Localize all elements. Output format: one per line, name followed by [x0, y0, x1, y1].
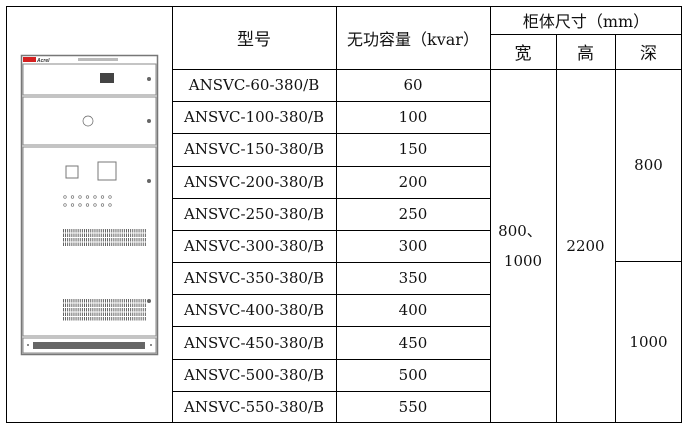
- header-width: 宽: [514, 44, 532, 64]
- capacity-cell: 150: [398, 140, 428, 159]
- model-cell: ANSVC-350-380/B: [183, 269, 325, 288]
- svg-text:Acrel: Acrel: [36, 58, 50, 64]
- header-height: 高: [577, 44, 594, 64]
- model-cell: ANSVC-550-380/B: [183, 397, 325, 416]
- model-cell: ANSVC-60-380/B: [188, 76, 320, 95]
- capacity-cell: 550: [398, 397, 428, 416]
- header-depth: 深: [640, 44, 657, 64]
- model-cell: ANSVC-200-380/B: [183, 172, 325, 191]
- acrel-logo-icon: [23, 57, 36, 62]
- capacity-cell: 350: [398, 269, 428, 288]
- model-cell: ANSVC-100-380/B: [183, 108, 325, 127]
- capacity-cell: 100: [398, 108, 428, 127]
- width-value-line1: 800、: [498, 222, 542, 240]
- model-cell: ANSVC-400-380/B: [183, 301, 325, 320]
- cabinet-front-view-image: Acrel: [20, 54, 159, 356]
- header-capacity: 无功容量（kvar）: [347, 29, 479, 49]
- capacity-cell: 450: [398, 333, 428, 352]
- width-value: 800、 1000: [490, 69, 556, 423]
- header-cabinet-size: 柜体尺寸（mm）: [522, 12, 650, 31]
- model-cell: ANSVC-500-380/B: [183, 365, 325, 384]
- capacity-cell: 250: [398, 204, 428, 223]
- depth-value-upper: 800: [634, 156, 663, 174]
- model-cell: ANSVC-150-380/B: [183, 140, 325, 159]
- height-value: 2200: [566, 237, 605, 255]
- capacity-cell: 60: [403, 76, 423, 95]
- capacity-cell: 200: [398, 172, 428, 191]
- model-cell: ANSVC-300-380/B: [183, 236, 325, 255]
- capacity-cell: 500: [398, 365, 428, 384]
- depth-value-lower: 1000: [629, 333, 668, 351]
- model-cell: ANSVC-250-380/B: [183, 204, 325, 223]
- product-spec-table: [6, 6, 682, 423]
- model-cell: ANSVC-450-380/B: [183, 333, 325, 352]
- width-value-line2: 1000: [503, 252, 543, 270]
- capacity-cell: 400: [398, 301, 428, 320]
- header-model: 型号: [237, 30, 271, 50]
- capacity-cell: 300: [398, 236, 428, 255]
